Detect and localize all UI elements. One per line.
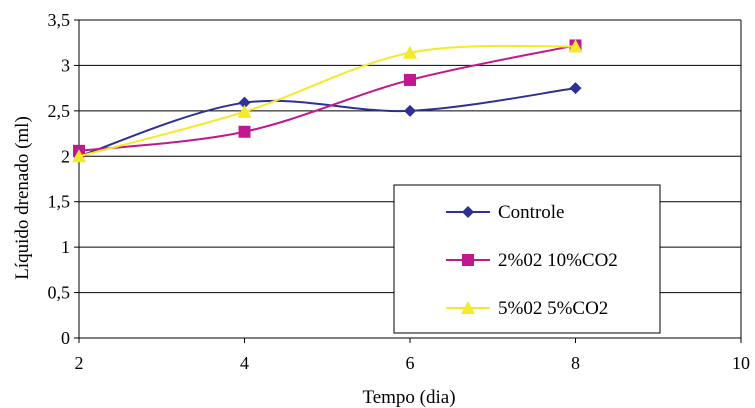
data-point bbox=[569, 82, 582, 95]
y-tick-label: 3 bbox=[61, 55, 70, 75]
y-tick-label: 1,5 bbox=[48, 192, 71, 212]
legend-label: 5%02 5%CO2 bbox=[498, 298, 608, 319]
series-line bbox=[78, 44, 576, 152]
y-tick-label: 0 bbox=[61, 328, 70, 348]
data-point bbox=[568, 39, 583, 53]
x-tick-label: 2 bbox=[75, 353, 84, 373]
x-tick-label: 6 bbox=[406, 353, 415, 373]
data-point bbox=[404, 104, 416, 117]
series-line bbox=[78, 87, 576, 158]
x-tick-label: 10 bbox=[732, 353, 750, 373]
y-tick-label: 2 bbox=[61, 146, 70, 166]
series-1 bbox=[73, 82, 582, 163]
x-tick-labels: 2 4 6 8 10 bbox=[75, 353, 751, 373]
legend-marker bbox=[461, 301, 475, 314]
legend-box bbox=[393, 184, 661, 334]
data-point bbox=[238, 125, 251, 138]
x-tick-label: 8 bbox=[571, 353, 580, 373]
series-3 bbox=[72, 39, 583, 163]
series-line bbox=[78, 44, 576, 158]
legend-marker bbox=[462, 206, 474, 218]
y-tick-label: 2,5 bbox=[48, 101, 71, 121]
series-area bbox=[72, 39, 583, 163]
y-axis-label: Líquido drenado (ml) bbox=[12, 116, 33, 280]
y-tick-labels: 0 0,5 1 1,5 2 2,5 3 3,5 bbox=[48, 10, 71, 348]
legend-label: 2%02 10%CO2 bbox=[498, 250, 618, 271]
data-point bbox=[237, 104, 252, 118]
data-point bbox=[72, 149, 86, 163]
y-tick-label: 1 bbox=[61, 237, 70, 257]
legend: Controle 2%02 10%CO2 5%02 5%CO2 bbox=[393, 184, 661, 334]
y-tick-label: 0,5 bbox=[48, 283, 71, 303]
x-tick-label: 4 bbox=[240, 353, 249, 373]
legend-label: Controle bbox=[498, 202, 565, 223]
y-tick-label: 3,5 bbox=[48, 10, 71, 30]
data-point bbox=[238, 96, 251, 109]
legend-marker bbox=[462, 254, 474, 266]
data-point bbox=[404, 73, 416, 86]
x-axis-label: Tempo (dia) bbox=[362, 387, 455, 408]
data-point bbox=[403, 45, 417, 59]
